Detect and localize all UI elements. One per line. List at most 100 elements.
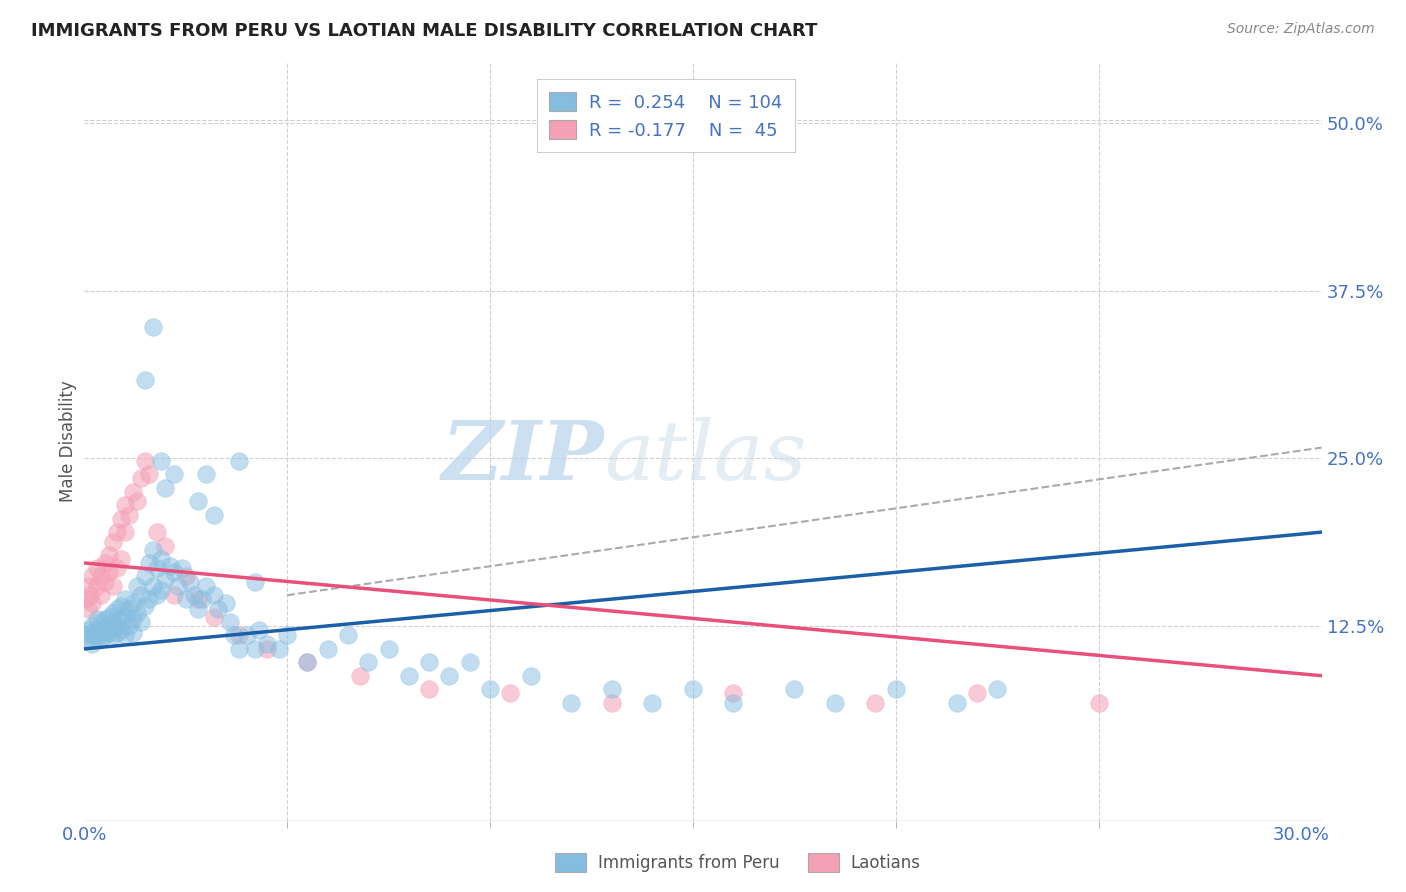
Point bbox=[97, 625, 120, 640]
Point bbox=[349, 669, 371, 683]
Point bbox=[228, 454, 250, 468]
Point bbox=[114, 498, 136, 512]
Point bbox=[824, 696, 846, 710]
Point bbox=[146, 561, 169, 575]
Point bbox=[1087, 696, 1109, 710]
Point bbox=[110, 599, 132, 613]
Point bbox=[174, 569, 197, 583]
Point bbox=[90, 588, 112, 602]
Point bbox=[114, 628, 136, 642]
Point bbox=[122, 596, 145, 610]
Point bbox=[114, 592, 136, 607]
Point bbox=[86, 612, 108, 626]
Text: Immigrants from Peru: Immigrants from Peru bbox=[598, 854, 779, 871]
Point bbox=[256, 636, 278, 650]
Point bbox=[97, 609, 120, 624]
Point bbox=[101, 628, 124, 642]
Point bbox=[155, 481, 177, 495]
Point bbox=[297, 655, 319, 669]
Point bbox=[179, 574, 201, 589]
Point bbox=[191, 592, 214, 607]
Point bbox=[439, 669, 461, 683]
Text: atlas: atlas bbox=[605, 417, 807, 497]
Point bbox=[162, 467, 184, 482]
Point bbox=[110, 623, 132, 637]
Point bbox=[297, 655, 319, 669]
Point bbox=[228, 628, 250, 642]
Point bbox=[783, 682, 806, 697]
Point bbox=[110, 612, 132, 626]
Point bbox=[134, 569, 156, 583]
Text: ZIP: ZIP bbox=[441, 417, 605, 497]
Point bbox=[398, 669, 420, 683]
Point bbox=[82, 636, 104, 650]
Point bbox=[276, 628, 298, 642]
Point bbox=[122, 612, 145, 626]
Point bbox=[86, 579, 108, 593]
Point bbox=[256, 641, 278, 656]
Point bbox=[101, 615, 124, 629]
Point bbox=[202, 588, 225, 602]
Point bbox=[162, 588, 184, 602]
Point bbox=[86, 561, 108, 575]
Point bbox=[560, 696, 582, 710]
Point bbox=[77, 628, 100, 642]
Point bbox=[129, 615, 152, 629]
Point bbox=[97, 548, 120, 562]
Point bbox=[187, 494, 209, 508]
Point bbox=[600, 682, 623, 697]
Point bbox=[166, 579, 188, 593]
Point bbox=[129, 471, 152, 485]
Point bbox=[97, 619, 120, 633]
Point bbox=[118, 508, 141, 522]
Point bbox=[146, 588, 169, 602]
Point bbox=[183, 588, 205, 602]
Point bbox=[82, 596, 104, 610]
Text: IMMIGRANTS FROM PERU VS LAOTIAN MALE DISABILITY CORRELATION CHART: IMMIGRANTS FROM PERU VS LAOTIAN MALE DIS… bbox=[31, 22, 817, 40]
Point bbox=[122, 484, 145, 499]
Point bbox=[418, 655, 440, 669]
Point bbox=[105, 619, 128, 633]
Point bbox=[93, 628, 115, 642]
Point bbox=[101, 534, 124, 549]
Point bbox=[316, 641, 339, 656]
Point bbox=[134, 454, 156, 468]
Point bbox=[945, 696, 967, 710]
Point bbox=[110, 552, 132, 566]
Point bbox=[90, 615, 112, 629]
Point bbox=[267, 641, 290, 656]
Point bbox=[86, 631, 108, 645]
Point bbox=[138, 467, 160, 482]
Point bbox=[77, 601, 100, 615]
Point bbox=[986, 682, 1008, 697]
Point bbox=[150, 552, 173, 566]
Y-axis label: Male Disability: Male Disability bbox=[59, 381, 77, 502]
Point bbox=[219, 615, 242, 629]
Point bbox=[170, 561, 193, 575]
Point bbox=[90, 569, 112, 583]
Point bbox=[202, 508, 225, 522]
Point bbox=[129, 588, 152, 602]
Text: Laotians: Laotians bbox=[851, 854, 921, 871]
Point bbox=[122, 625, 145, 640]
Point bbox=[884, 682, 907, 697]
Point bbox=[134, 374, 156, 388]
Point bbox=[142, 542, 165, 557]
Point bbox=[682, 682, 704, 697]
Point bbox=[207, 601, 229, 615]
Point bbox=[105, 525, 128, 540]
Point bbox=[966, 686, 988, 700]
Point bbox=[224, 628, 246, 642]
Point bbox=[75, 632, 97, 647]
Point bbox=[101, 579, 124, 593]
Point bbox=[90, 625, 112, 640]
Point bbox=[195, 467, 218, 482]
Point bbox=[138, 556, 160, 570]
Point bbox=[138, 592, 160, 607]
Point bbox=[458, 655, 481, 669]
Point bbox=[243, 574, 266, 589]
Point bbox=[159, 558, 181, 573]
Point bbox=[105, 625, 128, 640]
Point bbox=[105, 601, 128, 615]
Point bbox=[499, 686, 522, 700]
